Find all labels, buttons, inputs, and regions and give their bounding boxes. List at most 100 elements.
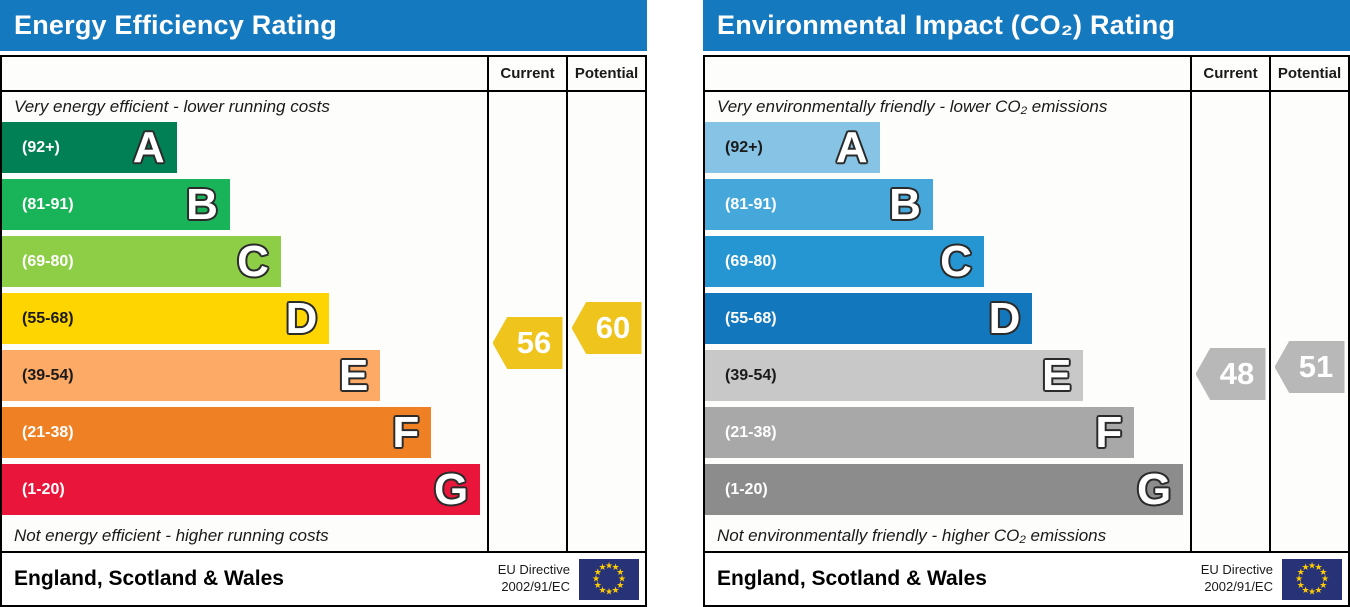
band-e-range-label: (39-54) <box>22 366 74 384</box>
environmental-current-rating-arrow: 48 <box>1195 348 1266 400</box>
band-a-letter: A <box>132 123 165 172</box>
band-d-range-label: (55-68) <box>22 309 74 327</box>
band-g: (1-20) G <box>2 464 487 515</box>
band-a-range-label: (92+) <box>725 138 763 156</box>
band-a-range-label: (92+) <box>22 138 60 156</box>
band-f: (21-38) F <box>2 407 487 458</box>
energy-top-caption: Very energy efficient - lower running co… <box>14 97 330 116</box>
band-c-bar: (69-80) C <box>2 236 281 287</box>
environmental-current-column-header: Current <box>1190 57 1269 90</box>
environmental-footer: England, Scotland & Wales EU Directive 2… <box>705 551 1348 605</box>
band-e-bar: (39-54) E <box>705 350 1084 401</box>
band-f: (21-38) F <box>705 407 1190 458</box>
energy-potential-column-header: Potential <box>566 57 645 90</box>
band-e-letter: E <box>338 351 369 400</box>
environmental-title-bar: Environmental Impact (CO₂) Rating <box>703 0 1350 51</box>
environmental-current-rating-value: 48 <box>1219 356 1255 391</box>
band-d-letter: D <box>988 294 1021 343</box>
band-f-letter: F <box>1095 408 1123 457</box>
eu-directive-line2: 2002/91/EC <box>501 579 570 594</box>
energy-chart-body: Very energy efficient - lower running co… <box>2 92 645 551</box>
environmental-bottom-caption: Not environmentally friendly - higher CO… <box>717 526 1107 545</box>
band-a: (92+) A <box>705 122 1190 173</box>
band-b-letter: B <box>186 180 218 229</box>
energy-current-rating-value: 56 <box>516 325 552 360</box>
band-d-bar: (55-68) D <box>2 293 330 344</box>
band-d-bar: (55-68) D <box>705 293 1033 344</box>
band-g-bar: (1-20) G <box>705 464 1184 515</box>
environmental-potential-rating-value: 51 <box>1298 349 1334 384</box>
energy-region-label: England, Scotland & Wales <box>14 567 284 590</box>
band-c-letter: C <box>237 237 269 286</box>
energy-header-row: Current Potential <box>2 57 645 92</box>
eu-directive-line2: 2002/91/EC <box>1204 579 1273 594</box>
band-a-letter: A <box>835 123 868 172</box>
band-f-bar: (21-38) F <box>2 407 432 458</box>
band-f-range-label: (21-38) <box>725 423 777 441</box>
eu-flag <box>579 558 639 600</box>
environmental-bands-area: Very environmentally friendly - lower CO… <box>705 92 1190 551</box>
star-icon <box>598 563 606 572</box>
band-d-letter: D <box>285 294 318 343</box>
band-e-range-label: (39-54) <box>725 366 777 384</box>
band-c-range-label: (69-80) <box>22 252 74 270</box>
band-f-bar: (21-38) F <box>705 407 1135 458</box>
environmental-chart-body: Very environmentally friendly - lower CO… <box>705 92 1348 551</box>
band-b: (81-91) B <box>2 179 487 230</box>
band-g-range-label: (1-20) <box>725 480 768 498</box>
energy-current-rating-arrow: 56 <box>492 317 563 369</box>
band-f-letter: F <box>392 408 420 457</box>
energy-header-spacer <box>2 57 487 90</box>
environmental-rating-table: Current Potential Very environmentally f… <box>703 55 1350 607</box>
band-g-letter: G <box>433 465 469 514</box>
band-a: (92+) A <box>2 122 487 173</box>
band-e: (39-54) E <box>705 350 1190 401</box>
energy-current-column-header: Current <box>487 57 566 90</box>
environmental-header-row: Current Potential <box>705 57 1348 92</box>
band-d: (55-68) D <box>2 293 487 344</box>
energy-chart-title: Energy Efficiency Rating <box>14 10 337 40</box>
band-c: (69-80) C <box>2 236 487 287</box>
band-f-range-label: (21-38) <box>22 423 74 441</box>
band-c-letter: C <box>940 237 972 286</box>
band-e-letter: E <box>1041 351 1072 400</box>
band-g: (1-20) G <box>705 464 1190 515</box>
band-b-bar: (81-91) B <box>2 179 230 230</box>
band-c-bar: (69-80) C <box>705 236 984 287</box>
band-b-letter: B <box>889 180 921 229</box>
energy-potential-column: 60 <box>566 92 645 551</box>
environmental-header-spacer <box>705 57 1190 90</box>
environmental-top-caption: Very environmentally friendly - lower CO… <box>717 97 1108 116</box>
band-g-bar: (1-20) G <box>2 464 481 515</box>
environmental-potential-rating-arrow: 51 <box>1274 341 1345 393</box>
environmental-region-label: England, Scotland & Wales <box>717 567 987 590</box>
band-b-range-label: (81-91) <box>22 195 74 213</box>
environmental-impact-chart: Environmental Impact (CO₂) Rating Curren… <box>703 0 1350 607</box>
energy-efficiency-chart: Energy Efficiency Rating Current Potenti… <box>0 0 647 607</box>
environmental-chart-title: Environmental Impact (CO₂) Rating <box>717 10 1176 40</box>
band-c: (69-80) C <box>705 236 1190 287</box>
band-g-letter: G <box>1136 465 1172 514</box>
energy-potential-rating-arrow: 60 <box>571 302 642 354</box>
band-e: (39-54) E <box>2 350 487 401</box>
band-b: (81-91) B <box>705 179 1190 230</box>
band-a-bar: (92+) A <box>2 122 177 173</box>
energy-current-column: 56 <box>487 92 566 551</box>
band-b-bar: (81-91) B <box>705 179 933 230</box>
energy-potential-rating-value: 60 <box>595 310 631 345</box>
band-d: (55-68) D <box>705 293 1190 344</box>
star-icon <box>1301 563 1309 572</box>
band-c-range-label: (69-80) <box>725 252 777 270</box>
environmental-potential-column-header: Potential <box>1269 57 1348 90</box>
energy-eu-directive-label: EU Directive 2002/91/EC <box>498 562 570 596</box>
energy-title-bar: Energy Efficiency Rating <box>0 0 647 51</box>
eu-directive-line1: EU Directive <box>1200 562 1273 578</box>
band-b-range-label: (81-91) <box>725 195 777 213</box>
band-g-range-label: (1-20) <box>22 480 65 498</box>
energy-bottom-caption: Not energy efficient - higher running co… <box>14 526 329 545</box>
band-e-bar: (39-54) E <box>2 350 381 401</box>
eu-flag <box>1282 558 1342 600</box>
environmental-eu-directive-label: EU Directive 2002/91/EC <box>1201 562 1273 596</box>
energy-footer: England, Scotland & Wales EU Directive 2… <box>2 551 645 605</box>
